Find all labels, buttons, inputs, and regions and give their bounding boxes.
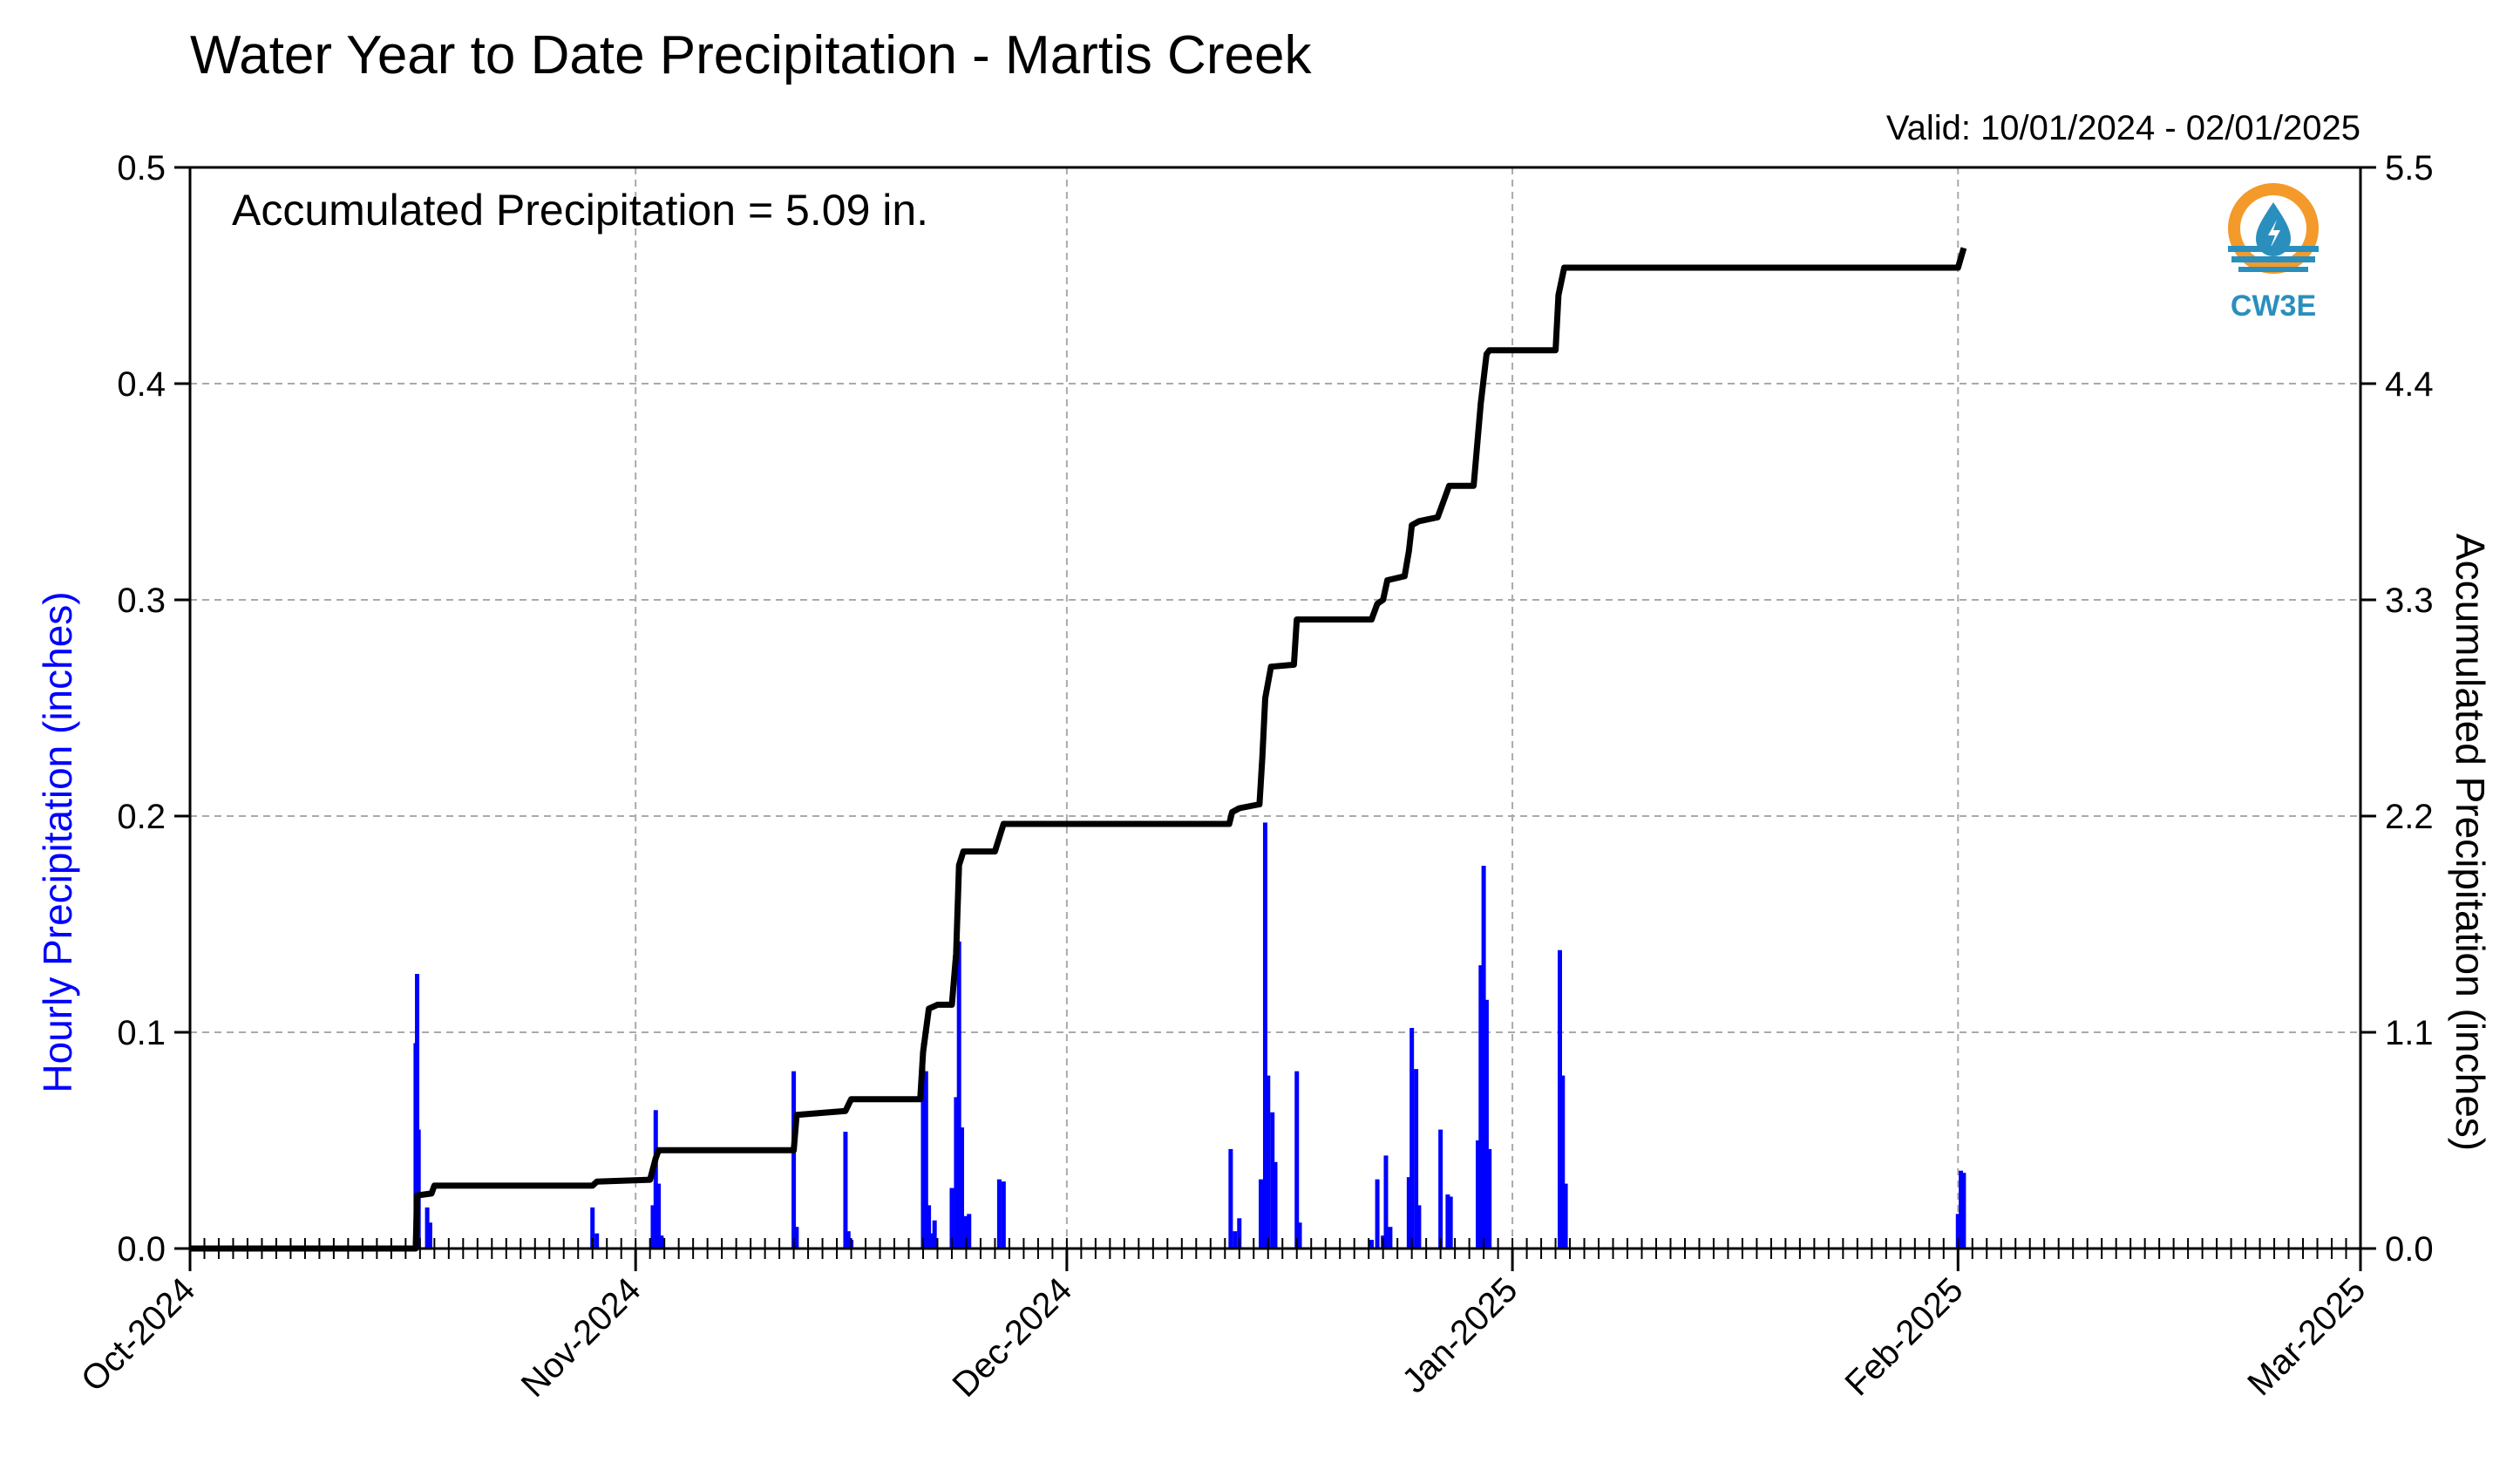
y-axis-left: 0.0 0.1 0.2 0.3 0.4 0.5 (117, 149, 190, 1269)
y2-tick-label: 2.2 (2385, 798, 2434, 836)
hourly-bar (794, 1227, 799, 1249)
hourly-bar (1481, 866, 1486, 1249)
hourly-bar (791, 1071, 797, 1249)
y-tick-label: 0.2 (117, 798, 166, 836)
hourly-bar (1001, 1181, 1006, 1249)
hourly-bar (963, 1215, 968, 1249)
y-tick-label: 0.3 (117, 582, 166, 620)
hourly-bar (927, 1205, 932, 1249)
logo-wave-icon (2231, 256, 2315, 262)
hourly-bar (1388, 1227, 1393, 1249)
hourly-bar (1560, 1075, 1566, 1249)
hourly-bar (1448, 1196, 1453, 1249)
hourly-bar (956, 941, 961, 1249)
logo-text: CW3E (2231, 289, 2316, 323)
hourly-bar (954, 1097, 959, 1249)
x-axis: Oct-2024 Nov-2024 Dec-2024 Jan-2025 Feb-2025… (74, 1238, 2373, 1405)
y2-tick-label: 1.1 (2385, 1014, 2434, 1052)
hourly-bar (590, 1207, 595, 1249)
hourly-bar (1266, 1075, 1271, 1249)
x-tick-label: Nov-2024 (514, 1270, 649, 1405)
x-tick-label: Mar-2025 (2240, 1270, 2373, 1403)
y2-tick-label: 4.4 (2385, 365, 2434, 404)
hourly-bar (1259, 1179, 1264, 1249)
hourly-bar (1487, 1148, 1492, 1249)
hourly-bar (1383, 1155, 1389, 1249)
hourly-bar (1409, 1028, 1415, 1249)
y-tick-label: 0.4 (117, 365, 166, 404)
hourly-bar (1270, 1112, 1275, 1249)
chart-title: Water Year to Date Precipitation - Marti… (190, 25, 1312, 85)
y-axis-label: Hourly Precipitation (inches) (35, 591, 80, 1092)
hourly-bar (656, 1183, 662, 1249)
hourly-bar (843, 1132, 848, 1249)
hourly-bar (996, 1179, 1002, 1249)
hourly-bar (923, 1071, 928, 1249)
hourly-bar (1262, 822, 1267, 1249)
y-axis-right: 0.0 1.1 2.2 3.3 4.4 5.5 (2360, 149, 2434, 1269)
accumulated-series-line (190, 247, 1967, 1252)
hourly-bar (1558, 949, 1563, 1249)
hourly-bar (650, 1205, 655, 1249)
hourly-bar (920, 1043, 926, 1249)
hourly-bar (967, 1214, 972, 1249)
hourly-bar (1961, 1173, 1966, 1249)
grid-lines (190, 167, 2360, 1249)
hourly-bar (1416, 1205, 1422, 1249)
y2-axis-label: Accumulated Precipitation (inches) (2448, 534, 2493, 1151)
hourly-bar (427, 1222, 432, 1249)
accumulated-line (190, 247, 1967, 1252)
hourly-bar (1369, 1240, 1374, 1249)
lightning-icon (2268, 220, 2280, 249)
cw3e-logo: CW3E (2228, 183, 2319, 323)
logo-wave-icon (2228, 246, 2319, 252)
y-tick-label: 0.5 (117, 149, 166, 187)
x-tick-label: Dec-2024 (946, 1270, 1080, 1405)
hourly-bar (1228, 1148, 1233, 1249)
hourly-bar (1294, 1071, 1300, 1249)
hourly-bar (594, 1233, 600, 1249)
hourly-bar (415, 974, 420, 1249)
hourly-bar (1375, 1179, 1380, 1249)
hourly-bar (949, 1187, 954, 1249)
hourly-bar (1959, 1170, 1964, 1249)
hourly-bars (413, 822, 1966, 1249)
hourly-bar (1955, 1214, 1960, 1249)
y-tick-label: 0.1 (117, 1014, 166, 1052)
hourly-bar (932, 1220, 937, 1249)
hourly-bar (1478, 965, 1484, 1249)
hourly-bar (1484, 999, 1489, 1249)
hourly-bar (1414, 1069, 1419, 1249)
hourly-bar (960, 1127, 965, 1249)
y-tick-label: 0.0 (117, 1230, 166, 1269)
valid-range: Valid: 10/01/2024 - 02/01/2025 (1886, 109, 2360, 147)
y2-tick-label: 5.5 (2385, 149, 2434, 187)
hourly-bar (1476, 1140, 1481, 1249)
x-tick-label: Oct-2024 (74, 1270, 202, 1398)
hourly-bar (1273, 1161, 1278, 1249)
y2-tick-label: 0.0 (2385, 1230, 2434, 1269)
y2-tick-label: 3.3 (2385, 582, 2434, 620)
hourly-bar (1438, 1129, 1443, 1249)
hourly-bar (1563, 1183, 1568, 1249)
hourly-bar (846, 1231, 851, 1249)
hourly-bar (1445, 1194, 1450, 1249)
logo-wave-icon (2238, 267, 2308, 272)
hourly-bar (929, 1233, 934, 1249)
hourly-bar (416, 1129, 421, 1249)
hourly-bar (1406, 1177, 1411, 1249)
plot-frame (188, 166, 2362, 1250)
accumulated-annotation: Accumulated Precipitation = 5.09 in. (232, 186, 928, 235)
hourly-bar (1297, 1222, 1302, 1249)
hourly-bar (653, 1110, 658, 1249)
x-tick-label: Jan-2025 (1395, 1270, 1525, 1400)
hourly-bar (659, 1235, 664, 1249)
hourly-bar (425, 1207, 430, 1249)
hourly-bar (1233, 1231, 1238, 1249)
x-tick-label: Feb-2025 (1837, 1270, 1970, 1403)
hourly-bar (1237, 1218, 1242, 1249)
